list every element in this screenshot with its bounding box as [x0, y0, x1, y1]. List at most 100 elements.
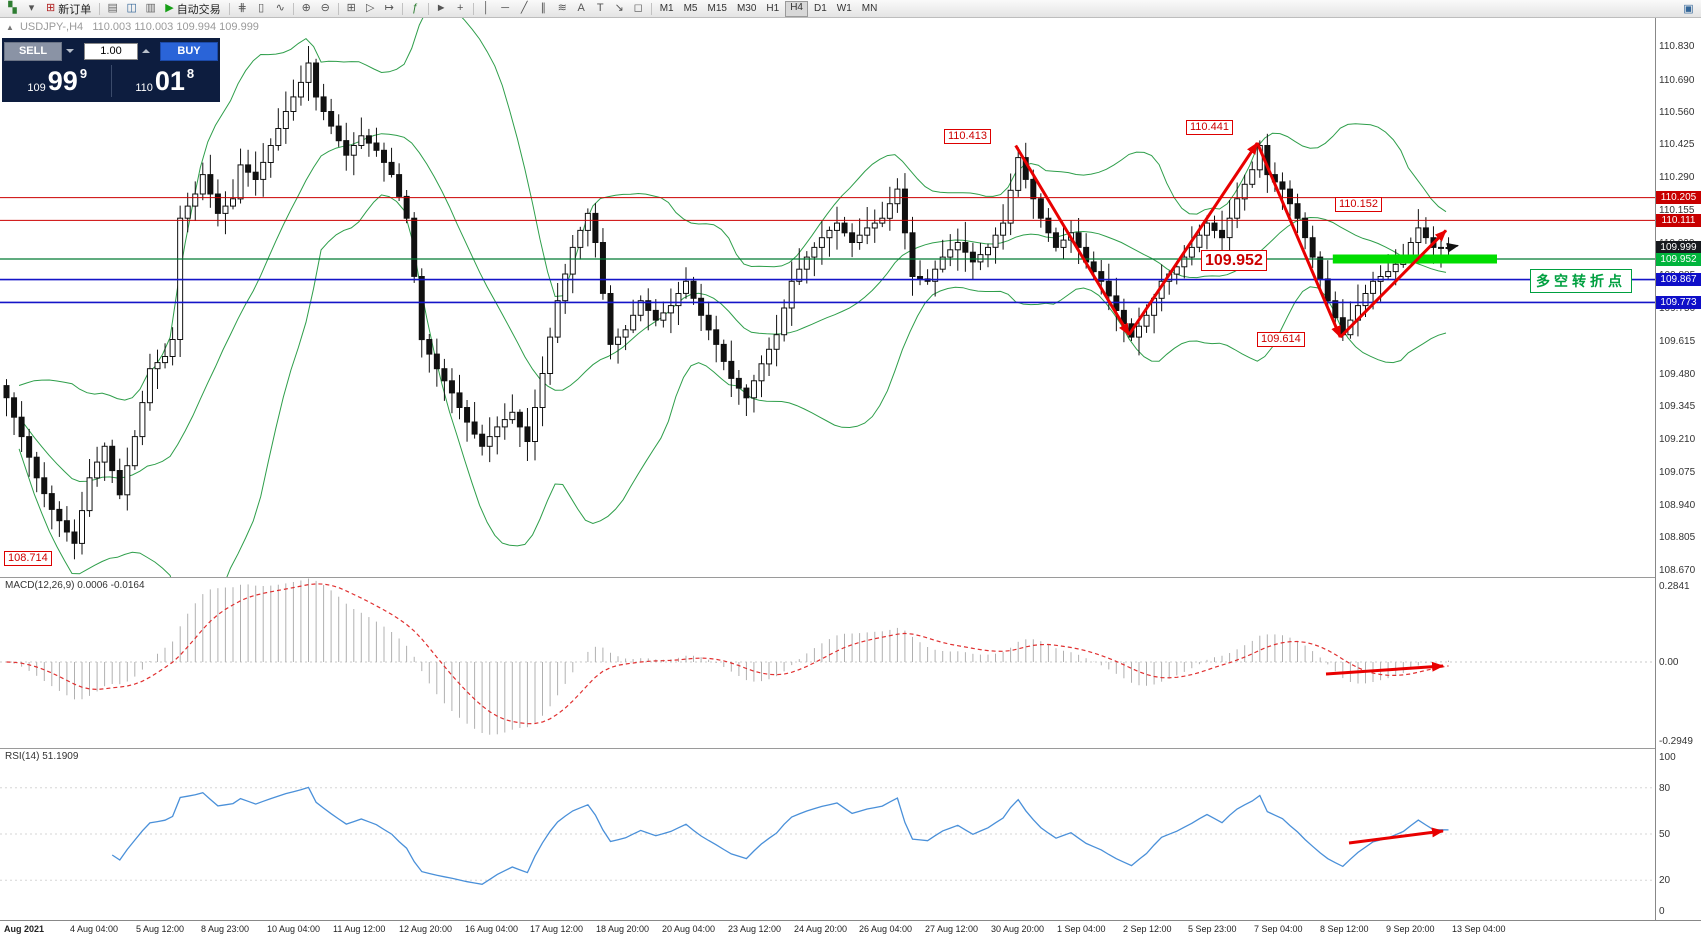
line-chart-icon[interactable]: ∿: [275, 2, 285, 14]
auto-scroll-icon[interactable]: ▷: [365, 2, 375, 14]
new-order-button[interactable]: ⊞ 新订单: [46, 2, 92, 16]
time-label: 10 Aug 04:00: [267, 924, 321, 934]
time-label: 20 Aug 04:00: [662, 924, 716, 934]
time-label: 30 Aug 20:00: [991, 924, 1045, 934]
zoom-in-icon[interactable]: ⊕: [301, 2, 311, 14]
price-line-badge: 110.205: [1656, 191, 1701, 204]
time-label: 27 Aug 12:00: [925, 924, 979, 934]
time-label: 8 Sep 12:00: [1320, 924, 1369, 934]
channel-icon[interactable]: ∥: [540, 2, 546, 14]
zoom-out-icon[interactable]: ⊖: [320, 2, 330, 14]
time-label: 5 Sep 23:00: [1188, 924, 1237, 934]
timeframe-d1[interactable]: D1: [814, 2, 827, 14]
arrow-tool-icon[interactable]: ↘: [614, 2, 624, 14]
macd-scale-tick: 0.00: [1659, 657, 1679, 668]
pivot-note-label[interactable]: 多空转折点: [1530, 269, 1632, 293]
toolbar-items: ▚ ▾ ⊞ 新订单 ▤ ◫ ▥ ▶ 自动交易 ⋕ ▯ ∿ ⊕ ⊖ ⊞ ▷ ↦ ƒ ► + │ ─ ╱ ∥ ≋ A T ↘ ◻: [3, 0, 655, 17]
price-tick: 110.290: [1659, 172, 1695, 183]
sell-price-display[interactable]: 109 99 9: [4, 62, 111, 100]
timeframe-toolbar: M1 M5 M15 M30 H1 H4 D1 W1 MN: [655, 0, 883, 17]
market-watch-icon[interactable]: ◫: [126, 2, 137, 14]
horizontal-line-icon[interactable]: ─: [501, 2, 510, 14]
timeframe-w1[interactable]: W1: [836, 2, 852, 14]
time-label: Aug 2021: [4, 924, 45, 934]
price-divider: [110, 65, 112, 97]
panel-separator[interactable]: [0, 577, 1656, 578]
timeframe-m30[interactable]: M30: [736, 2, 757, 14]
price-tick: 108.805: [1659, 532, 1696, 543]
macd-indicator-label: MACD(12,26,9) 0.0006 -0.0164: [5, 580, 145, 591]
sell-caret-icon[interactable]: [64, 45, 76, 57]
candlestick-chart-icon[interactable]: ▯: [258, 2, 265, 14]
rsi-scale-tick: 20: [1659, 875, 1671, 886]
macd-scale-tick: 0.2841: [1659, 581, 1690, 592]
timeframe-mn[interactable]: MN: [861, 2, 878, 14]
volume-input[interactable]: [84, 42, 138, 60]
trendline-icon[interactable]: ╱: [520, 2, 528, 14]
symbol-ohlc-values: 110.003 110.003 109.994 109.999: [92, 21, 259, 33]
data-window-icon[interactable]: ▥: [145, 2, 156, 14]
bar-chart-icon[interactable]: ⋕: [237, 2, 247, 14]
chart-symbol-header: ▲ USDJPY-,H4 110.003 110.003 109.994 109…: [6, 21, 259, 33]
chart-dropdown-caret[interactable]: ▾: [28, 2, 35, 14]
time-label: 5 Aug 12:00: [136, 924, 185, 934]
price-chart[interactable]: [0, 18, 1656, 577]
price-axis[interactable]: 110.830 110.690 110.560 110.425 110.290 110.1…: [1656, 18, 1701, 920]
sell-button[interactable]: SELL: [4, 41, 62, 61]
price-line-badge: 109.952: [1656, 253, 1701, 266]
timeframe-h1[interactable]: H1: [766, 2, 780, 14]
new-chart-icon[interactable]: ▚: [8, 2, 17, 14]
buy-price-prefix: 110: [135, 82, 153, 94]
panel-separator[interactable]: [0, 748, 1656, 749]
time-axis[interactable]: Aug 2021 4 Aug 04:00 5 Aug 12:00 8 Aug 23:0…: [0, 920, 1701, 938]
chart-shift-icon[interactable]: ↦: [384, 2, 394, 14]
price-tick: 110.425: [1659, 139, 1695, 150]
time-label: 23 Aug 12:00: [728, 924, 782, 934]
toolbar-separator: [99, 2, 101, 15]
price-tick: 110.690: [1659, 75, 1695, 86]
rsi-scale-tick: 50: [1659, 829, 1671, 840]
volume-stepper[interactable]: [140, 45, 152, 57]
time-label: 1 Sep 04:00: [1057, 924, 1106, 934]
buy-price-display[interactable]: 110 01 8: [112, 62, 219, 100]
vertical-line-icon[interactable]: │: [482, 2, 490, 14]
toolbar-separator: [401, 2, 403, 15]
timeframe-m1[interactable]: M1: [659, 2, 674, 14]
rsi-panel[interactable]: [0, 749, 1656, 920]
buy-button[interactable]: BUY: [160, 41, 218, 61]
price-tick: 109.480: [1659, 369, 1696, 380]
autotrading-button[interactable]: ▶ 自动交易: [165, 2, 221, 16]
crosshair-icon[interactable]: +: [456, 2, 464, 14]
price-line-badge: 110.111: [1656, 214, 1701, 227]
cursor-icon[interactable]: ►: [435, 2, 447, 14]
price-tick: 109.345: [1659, 401, 1696, 412]
tile-windows-icon[interactable]: ⊞: [346, 2, 356, 14]
chart-profiles-icon[interactable]: ▤: [107, 2, 118, 14]
toolbar-separator: [337, 2, 339, 15]
one-click-trading-panel: SELL BUY 109 99 9 110 01 8: [2, 38, 220, 102]
rsi-indicator-label: RSI(14) 51.1909: [5, 751, 79, 762]
sell-price-pip: 9: [79, 66, 88, 81]
timeframe-m5[interactable]: M5: [683, 2, 698, 14]
shapes-icon[interactable]: ◻: [633, 2, 643, 14]
macd-panel[interactable]: [0, 578, 1656, 748]
price-tick: 110.830: [1659, 41, 1695, 52]
price-line-badge: 109.999: [1656, 241, 1701, 254]
text-icon[interactable]: A: [577, 2, 585, 14]
indicators-icon[interactable]: ƒ: [412, 2, 419, 14]
symbol-marker-icon: ▲: [6, 23, 14, 32]
toolbar-separator: [292, 2, 294, 15]
fibonacci-icon[interactable]: ≋: [557, 2, 567, 14]
macd-scale-tick: -0.2949: [1659, 736, 1693, 747]
toolbar-separator: [228, 2, 230, 15]
time-label: 11 Aug 12:00: [333, 924, 386, 934]
toolbar: ▚ ▾ ⊞ 新订单 ▤ ◫ ▥ ▶ 自动交易 ⋕ ▯ ∿ ⊕ ⊖ ⊞ ▷ ↦ ƒ ► + │ ─ ╱ ∥ ≋ A T ↘ ◻ M1 M5 M…: [0, 0, 1701, 18]
docking-icon[interactable]: ▣: [1683, 3, 1694, 15]
timeframe-h4[interactable]: H4: [785, 0, 808, 17]
sell-price-big: 99: [47, 65, 78, 96]
timeframe-m15[interactable]: M15: [707, 2, 727, 14]
time-label: 8 Aug 23:00: [201, 924, 250, 934]
label-icon[interactable]: T: [596, 2, 604, 14]
rsi-scale-tick: 80: [1659, 783, 1671, 794]
